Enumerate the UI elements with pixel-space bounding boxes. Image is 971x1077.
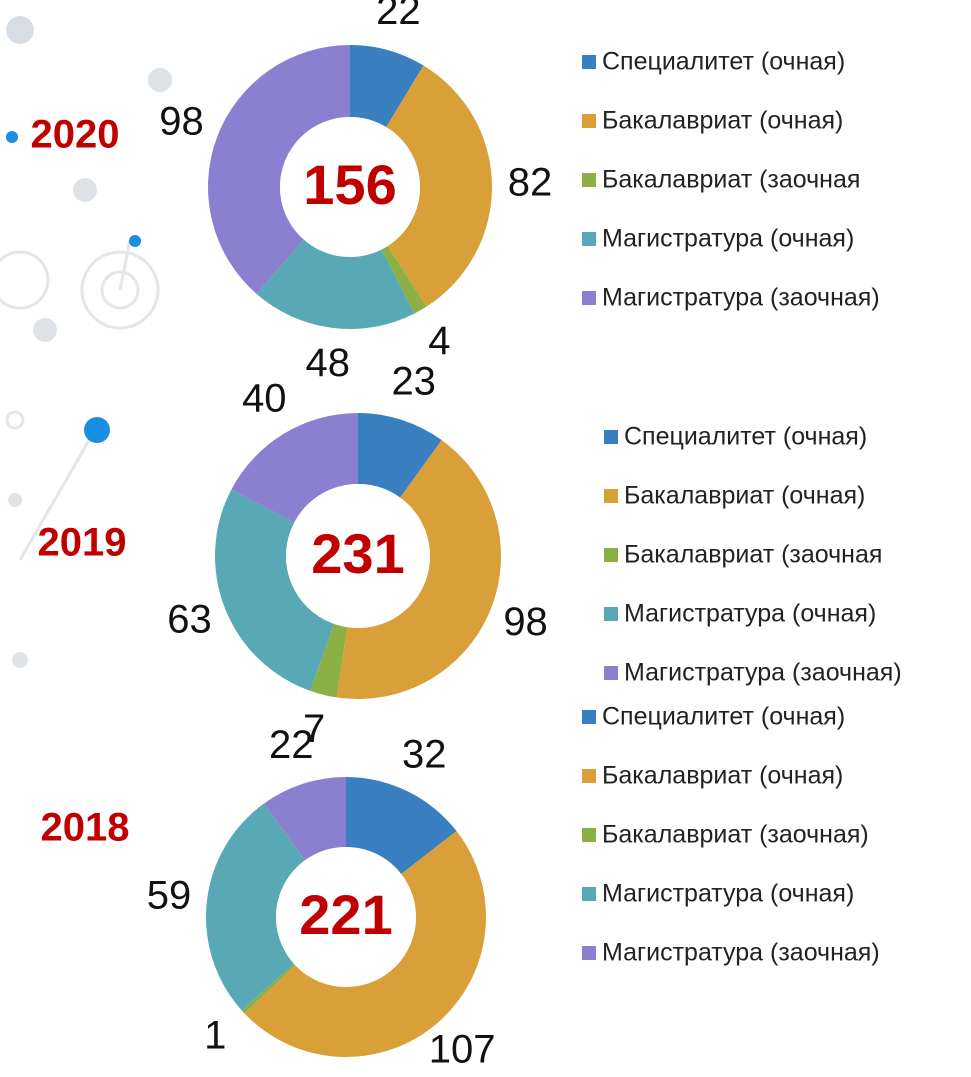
data-label: 63	[167, 598, 212, 642]
donut-slice	[386, 65, 492, 307]
year-label: 2018	[41, 806, 130, 850]
data-label: 1	[204, 1013, 226, 1057]
data-label: 98	[503, 600, 548, 644]
year-label: 2019	[38, 521, 127, 565]
legend-swatch	[582, 232, 596, 246]
center-label: 221	[299, 883, 392, 946]
center-label: 231	[311, 522, 404, 585]
donut-slice	[350, 45, 424, 128]
donut-hole	[276, 847, 416, 987]
legend-swatch	[582, 946, 596, 960]
donut-slice	[381, 245, 427, 314]
legend-swatch	[604, 666, 618, 680]
year-label: 2020	[31, 113, 120, 157]
legend-label: Специалитет (очная)	[624, 423, 867, 451]
data-label: 40	[242, 377, 287, 421]
donut-slice	[241, 963, 296, 1014]
donut-slice	[310, 623, 348, 698]
data-label: 32	[402, 733, 447, 777]
donut-slice	[206, 803, 306, 1011]
legend-label: Специалитет (очная)	[602, 48, 845, 76]
legend-swatch	[582, 114, 596, 128]
donut-slice	[208, 45, 350, 295]
legend-swatch	[582, 828, 596, 842]
legend-swatch	[604, 430, 618, 444]
legend-label: Бакалавриат (очная)	[602, 107, 843, 135]
legend-label: Бакалавриат (заочная	[602, 166, 860, 194]
data-label: 107	[429, 1027, 496, 1071]
legend-swatch	[582, 887, 596, 901]
donut-slice	[215, 489, 334, 691]
background-decoration	[0, 16, 172, 668]
data-label: 22	[376, 0, 421, 33]
data-label: 98	[159, 99, 204, 143]
center-label: 156	[303, 153, 396, 216]
legend-label: Магистратура (заочная)	[602, 939, 880, 967]
legend-label: Магистратура (очная)	[602, 880, 854, 908]
legend-swatch	[582, 173, 596, 187]
legend-label: Бакалавриат (очная)	[602, 762, 843, 790]
data-label: 4	[428, 319, 450, 363]
legend-label: Бакалавриат (заочная	[624, 541, 882, 569]
data-label: 22	[269, 723, 314, 767]
legend-label: Бакалавриат (заочная)	[602, 821, 869, 849]
donut-slice	[346, 777, 457, 875]
data-label: 59	[147, 874, 192, 918]
legend-swatch	[604, 489, 618, 503]
data-label: 7	[303, 707, 325, 751]
donut-slice	[336, 440, 501, 699]
donut-hole	[286, 484, 430, 628]
legend-label: Магистратура (очная)	[602, 225, 854, 253]
legend-label: Магистратура (очная)	[624, 600, 876, 628]
donut-slice	[244, 831, 486, 1057]
donut-slice	[358, 413, 442, 498]
donut-slice	[264, 777, 346, 861]
legend-swatch	[604, 607, 618, 621]
donut-slice	[256, 239, 415, 329]
legend-label: Магистратура (заочная)	[624, 659, 902, 687]
legend-label: Магистратура (заочная)	[602, 284, 880, 312]
donut-slice	[231, 413, 358, 523]
legend-swatch	[582, 55, 596, 69]
legend-swatch	[582, 291, 596, 305]
data-label: 48	[306, 341, 351, 385]
data-label: 82	[508, 160, 553, 204]
donut-hole	[280, 117, 420, 257]
data-label: 23	[391, 359, 436, 403]
legend-swatch	[582, 710, 596, 724]
legend-label: Бакалавриат (очная)	[624, 482, 865, 510]
legend-label: Специалитет (очная)	[602, 703, 845, 731]
legend-swatch	[604, 548, 618, 562]
legend-swatch	[582, 769, 596, 783]
